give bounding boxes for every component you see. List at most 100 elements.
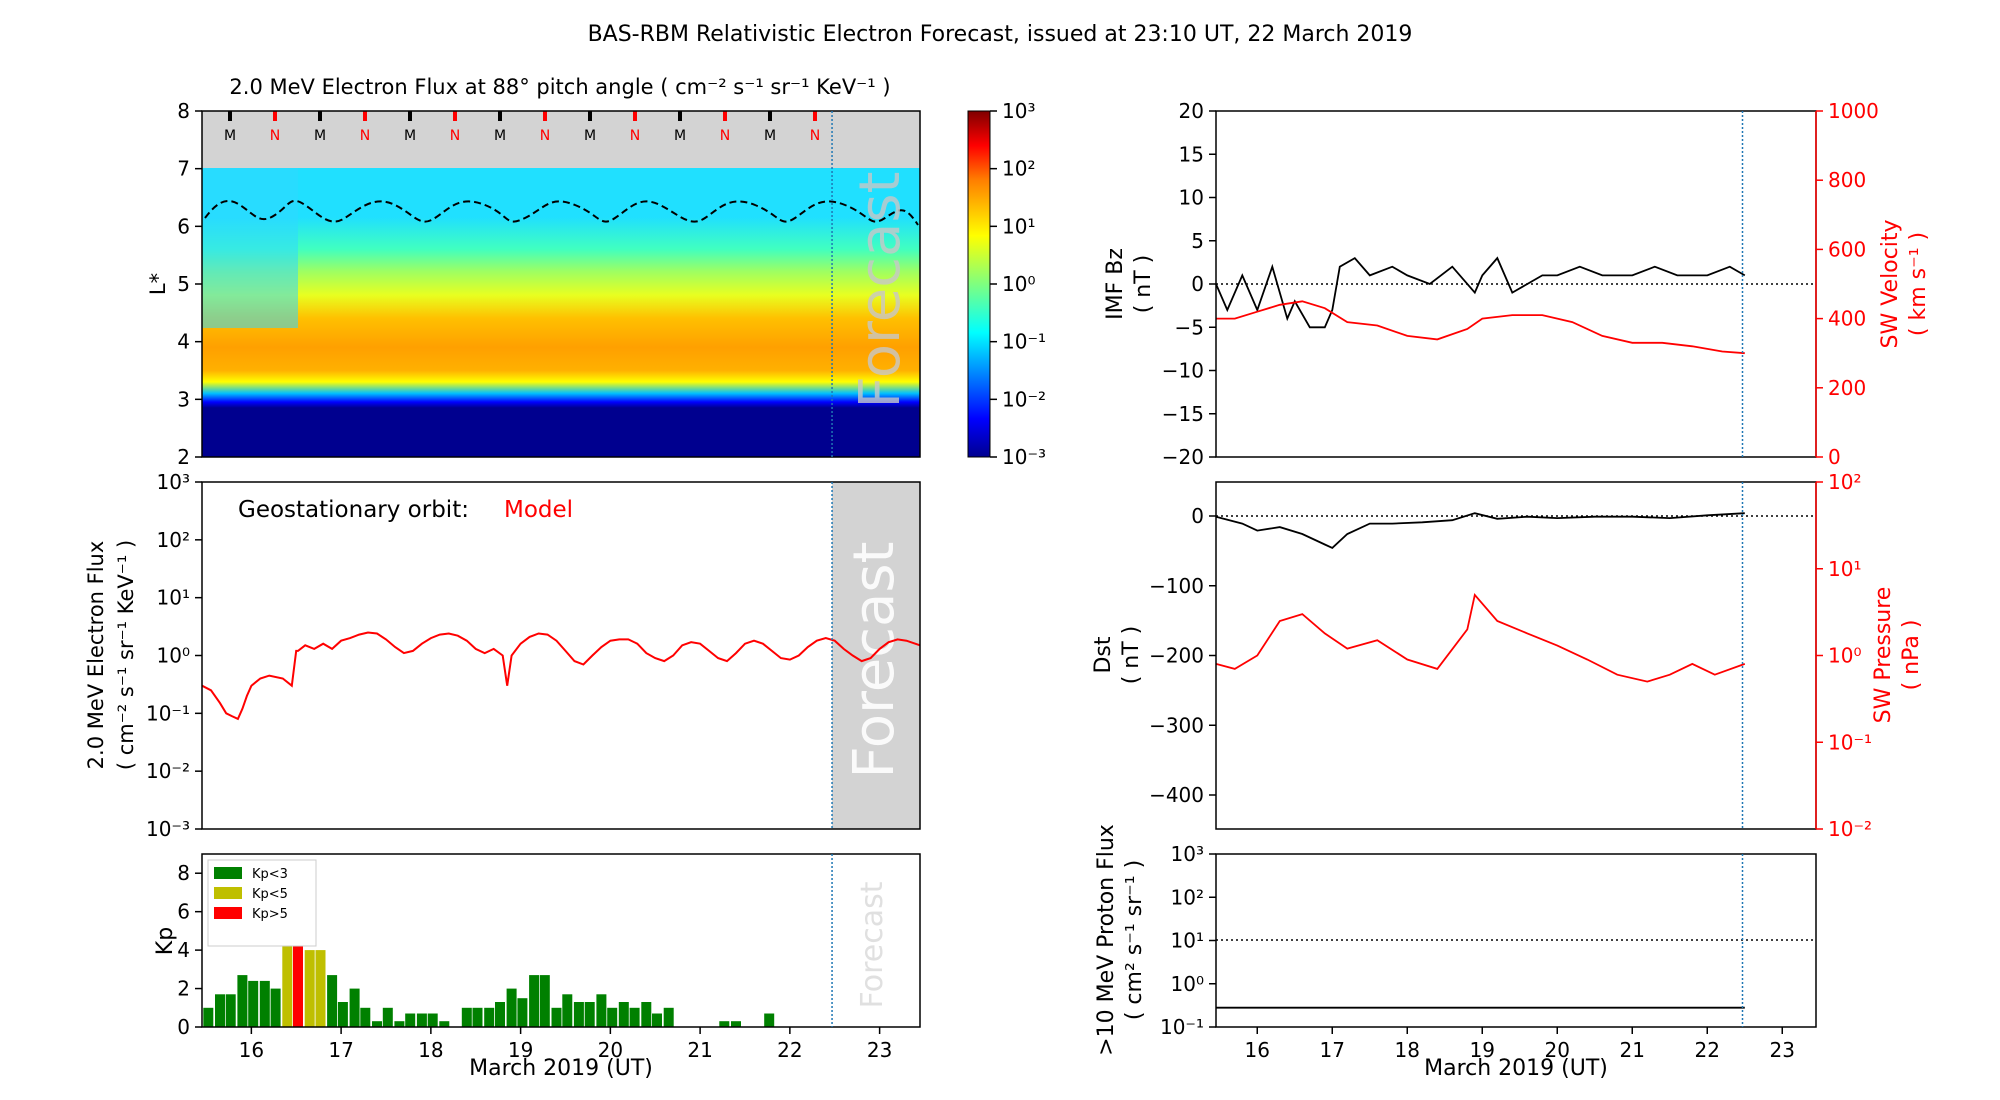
kp-legend-mid: Kp<5 [252,887,288,902]
geo-ylabel-line1: 2.0 MeV Electron Flux [84,541,108,770]
y-tick-label: 15 [1179,142,1204,166]
kp-bar [215,994,225,1027]
y-tick-label: 0 [1191,504,1204,528]
bz-ylabel-line1: IMF Bz [1103,248,1128,320]
kp-bar [731,1021,741,1027]
mlt-label: M [224,128,236,144]
vel-ylabel-line2: ( km s⁻¹ ) [1906,232,1931,336]
vel-ylabel-line1: SW Velocity [1878,219,1903,348]
mlt-label: M [584,128,596,144]
dst-ylabel-line1: Dst [1091,636,1116,673]
colorbar-gradient [967,110,991,458]
kp-bar [584,1002,595,1027]
kp-bar [517,998,528,1027]
y-tick-label: 6 [177,900,190,924]
kp-bar [327,975,338,1027]
kp-bar [372,1021,382,1027]
y-tick-label: 10⁰ [1002,272,1035,296]
kp-bar [337,1002,348,1027]
kp-bar [629,1007,640,1027]
proton-panel: 10⁻¹ 10⁰ 10¹ 10² 10³ 16 17 18 19 20 21 22 23 >10 Me… [1094,824,1817,1081]
y-tick-label: 6 [177,214,190,238]
kp-bars [203,930,775,1027]
y-tick-label: 10⁻³ [1002,445,1046,469]
geo-forecast-shade [832,482,920,829]
kp-legend-swatch-low [214,867,242,879]
kp-bar [607,1007,618,1027]
kp-legend: Kp<3 Kp<5 Kp>5 [207,859,317,947]
bz-panel: −20 −15 −10 −5 0 5 10 15 20 0 200 400 600 800 1000 IM… [1103,99,1931,469]
y-tick-label: 400 [1828,307,1866,331]
y-tick-label: 1000 [1828,99,1879,123]
geo-model-series [201,631,921,721]
figure-title: BAS-RBM Relativistic Electron Forecast, … [588,22,1413,47]
kp-bar [641,1002,652,1027]
kp-bar [562,994,573,1027]
x-tick-label: 19 [508,1038,533,1062]
y-tick-label: 0 [1828,445,1841,469]
y-tick-label: 10 [1179,186,1204,210]
pres-ylabel-line1: SW Pressure [1871,587,1896,724]
kp-bar [416,1013,427,1027]
mlt-label: N [450,128,460,144]
kp-legend-low: Kp<3 [252,867,288,882]
imf-bz-series [1215,256,1746,329]
x-tick-label: 22 [1695,1038,1720,1062]
kp-bar [618,1002,629,1027]
geo-frame [201,481,921,830]
mlt-label: M [764,128,776,144]
kp-bar [484,1007,495,1027]
y-tick-label: 200 [1828,376,1866,400]
kp-xlabel: March 2019 (UT) [469,1056,653,1081]
y-tick-label: 10⁰ [1171,972,1204,996]
x-tick-label: 18 [418,1038,443,1062]
geo-ylabel-line2: ( cm⁻² s⁻¹ sr⁻¹ KeV⁻¹ ) [114,540,138,770]
pres-ylabel-line2: ( nPa ) [1899,620,1924,691]
kp-bar [573,1002,584,1027]
proton-x-axis: 16 17 18 19 20 21 22 23 [1245,1027,1795,1062]
lstar-ylabel: L* [146,273,170,295]
y-tick-label: −100 [1149,574,1204,598]
lstar-y-axis: 2 3 4 5 6 7 8 [177,99,202,469]
colorbar: 10⁻³ 10⁻² 10⁻¹ 10⁰ 10¹ 10² 10³ [967,99,1046,469]
y-tick-label: 800 [1828,168,1866,192]
colorbar-ticks: 10⁻³ 10⁻² 10⁻¹ 10⁰ 10¹ 10² 10³ [990,99,1046,469]
kp-bar [495,1002,505,1027]
y-tick-label: 5 [177,272,190,296]
mlt-label: M [404,128,416,144]
x-tick-label: 16 [1245,1038,1270,1062]
y-tick-label: 5 [1191,229,1204,253]
y-tick-label: 0 [1191,272,1204,296]
y-tick-label: 10³ [1002,99,1035,123]
kp-bar [349,988,360,1027]
y-tick-label: −200 [1149,644,1204,668]
proton-y-axis: 10⁻¹ 10⁰ 10¹ 10² 10³ [1160,842,1216,1039]
y-tick-label: 10² [157,528,190,552]
sw-velocity-y-axis: 0 200 400 600 800 1000 [1816,99,1879,469]
kp-bar [259,980,270,1027]
kp-bar [203,1007,214,1027]
y-tick-label: −15 [1162,402,1204,426]
lstar-early-patch [202,168,298,328]
geo-annotation-label: Geostationary orbit: [238,497,469,523]
kp-bar [405,1013,416,1027]
y-tick-label: 4 [177,938,190,962]
kp-bar [248,980,259,1027]
lstar-title: 2.0 MeV Electron Flux at 88° pitch angle… [229,75,890,99]
y-tick-label: −10 [1162,359,1204,383]
y-tick-label: 10⁰ [157,644,190,668]
y-tick-label: 10² [1828,470,1861,494]
kp-bar [529,975,540,1027]
y-tick-label: 8 [177,861,190,885]
kp-bar [764,1013,775,1027]
proton-xlabel: March 2019 (UT) [1424,1056,1608,1081]
mlt-label: M [494,128,506,144]
x-tick-label: 19 [1470,1038,1495,1062]
geo-annotation-series: Model [504,497,573,523]
mlt-label: N [720,128,730,144]
kp-legend-high: Kp>5 [252,907,288,922]
y-tick-label: 2 [177,977,190,1001]
y-tick-label: 10⁻³ [146,817,190,841]
